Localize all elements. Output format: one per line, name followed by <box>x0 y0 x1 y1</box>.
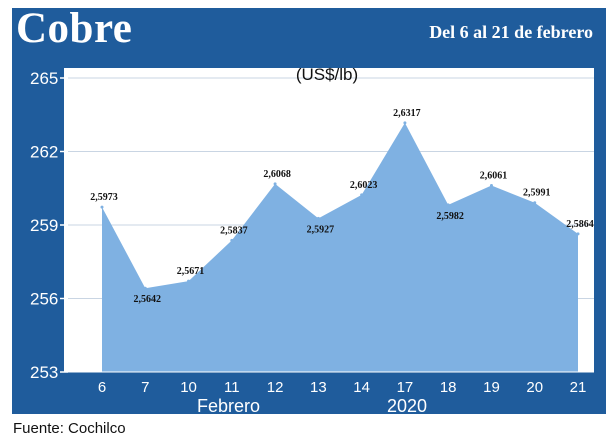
data-label: 2,5837 <box>220 225 248 236</box>
x-tick-label: 13 <box>310 379 327 396</box>
data-label: 2,6317 <box>393 108 421 119</box>
x-axis-year-label: 2020 <box>387 396 427 416</box>
x-tick-label: 19 <box>483 379 500 396</box>
data-label: 2,6061 <box>480 171 508 182</box>
data-point <box>100 205 104 209</box>
y-tick-label: 262 <box>30 143 58 162</box>
x-axis-month-label: Febrero <box>197 396 260 416</box>
x-tick-label: 14 <box>353 379 370 396</box>
y-tick-label: 265 <box>30 69 58 88</box>
chart-subtitle: Del 6 al 21 de febrero <box>429 22 593 42</box>
data-point <box>446 203 450 207</box>
data-point <box>360 193 364 197</box>
data-point <box>576 232 580 236</box>
data-label: 2,5927 <box>307 224 335 235</box>
data-label: 2,5991 <box>523 188 551 199</box>
data-point <box>273 182 277 186</box>
data-label: 2,6068 <box>263 169 291 180</box>
y-tick-label: 253 <box>30 363 58 382</box>
data-point <box>187 279 191 283</box>
data-label: 2,5671 <box>177 266 205 277</box>
data-point <box>230 238 234 242</box>
unit-label: (US$/lb) <box>296 65 358 84</box>
data-point <box>533 201 537 205</box>
data-label: 2,6023 <box>350 180 378 191</box>
x-tick-label: 21 <box>570 379 587 396</box>
data-point <box>489 184 493 188</box>
x-tick-label: 17 <box>397 379 414 396</box>
data-point <box>143 286 147 290</box>
data-point <box>403 121 407 125</box>
x-tick-label: 18 <box>440 379 457 396</box>
x-tick-label: 12 <box>267 379 284 396</box>
data-label: 2,5982 <box>436 211 464 222</box>
x-tick-label: 10 <box>180 379 197 396</box>
data-point <box>316 216 320 220</box>
chart-title: Cobre <box>16 5 133 52</box>
x-tick-label: 6 <box>98 379 106 396</box>
y-tick-label: 256 <box>30 290 58 309</box>
data-label: 2,5642 <box>134 294 162 305</box>
x-tick-label: 7 <box>141 379 149 396</box>
source-note: Fuente: Cochilco <box>13 420 126 437</box>
x-tick-label: 11 <box>224 379 240 396</box>
price-area <box>102 122 578 373</box>
data-label: 2,5864 <box>566 219 594 230</box>
x-tick-label: 20 <box>526 379 543 396</box>
y-tick-label: 259 <box>30 216 58 235</box>
data-label: 2,5973 <box>90 192 118 203</box>
